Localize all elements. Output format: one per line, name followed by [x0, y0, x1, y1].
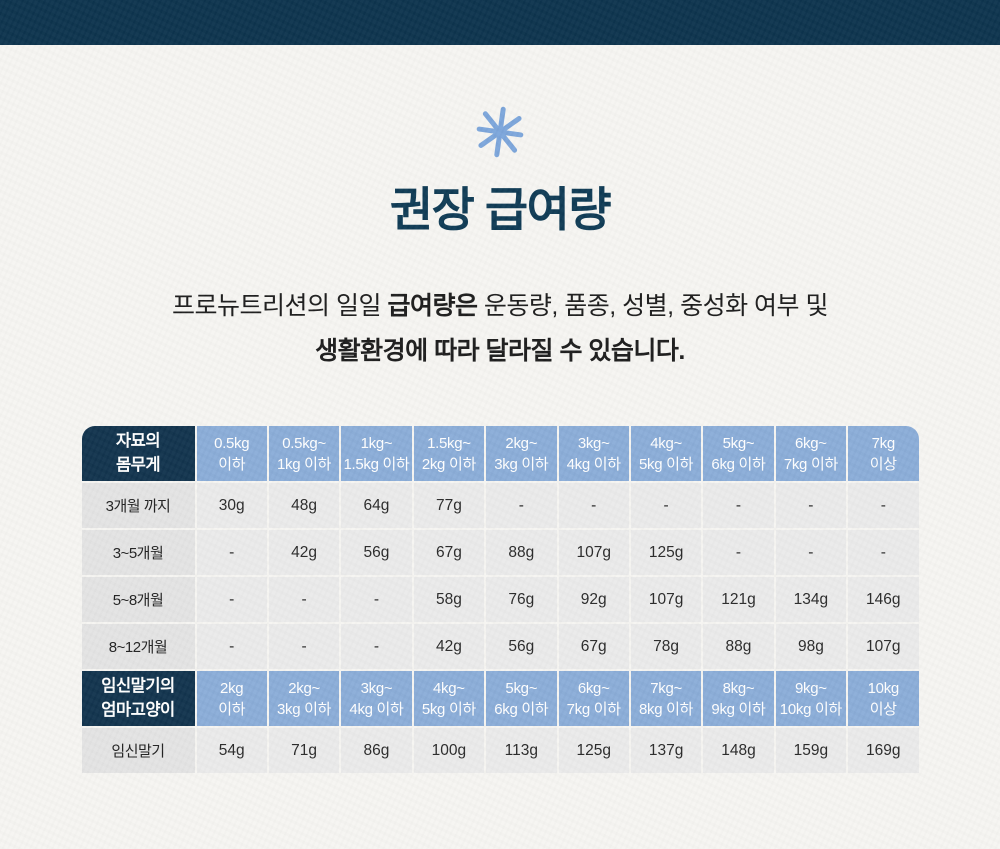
column-header-kitten: 1kg~ 1.5kg 이하	[341, 426, 412, 481]
feeding-amount-cell: 77g	[413, 483, 485, 528]
feeding-amount-cell: -	[268, 577, 340, 622]
feeding-amount-cell: 92g	[558, 577, 629, 622]
feeding-amount-cell: 58g	[413, 577, 485, 622]
table-corner-header-kitten: 자묘의 몸무게	[81, 426, 195, 481]
feeding-table: 자묘의 몸무게 0.5kg 이하 0.5kg~ 1kg 이하 1kg~ 1.5kg 이하 1.5…	[81, 426, 919, 773]
feeding-amount-cell: 67g	[558, 624, 629, 669]
feeding-amount-cell: 54g	[196, 728, 267, 773]
column-header-mother: 3kg~ 4kg 이하	[341, 671, 412, 726]
feeding-amount-cell: -	[703, 530, 774, 575]
column-header-kitten: 4kg~ 5kg 이하	[630, 426, 702, 481]
feeding-amount-cell: -	[341, 577, 412, 622]
feeding-amount-cell: -	[558, 483, 629, 528]
feeding-amount-cell: 107g	[848, 624, 919, 669]
feeding-amount-cell: 159g	[775, 728, 847, 773]
feeding-amount-cell: -	[848, 483, 919, 528]
column-header-kitten: 5kg~ 6kg 이하	[703, 426, 774, 481]
feeding-amount-cell: 169g	[848, 728, 919, 773]
column-header-kitten: 0.5kg~ 1kg 이하	[268, 426, 340, 481]
feeding-amount-cell: 134g	[775, 577, 847, 622]
row-label: 8~12개월	[81, 624, 195, 669]
subtitle-text: 운동량, 품종, 성별, 중성화 여부 및	[477, 292, 829, 320]
column-header-mother: 8kg~ 9kg 이하	[703, 671, 774, 726]
feeding-amount-cell: 56g	[341, 530, 412, 575]
title-decoration	[0, 105, 1000, 159]
column-header-kitten: 1.5kg~ 2kg 이하	[413, 426, 485, 481]
feeding-amount-cell: 98g	[775, 624, 847, 669]
column-header-mother: 2kg 이하	[196, 671, 267, 726]
feeding-amount-cell: 71g	[268, 728, 340, 773]
row-label: 3~5개월	[81, 530, 195, 575]
feeding-amount-cell: 67g	[413, 530, 485, 575]
feeding-amount-cell: 100g	[413, 728, 485, 773]
feeding-amount-cell: -	[196, 530, 267, 575]
feeding-amount-cell: 76g	[486, 577, 557, 622]
table-corner-header-mother: 임신말기의 엄마고양이	[81, 671, 195, 726]
feeding-amount-cell: 107g	[630, 577, 702, 622]
column-header-mother: 2kg~ 3kg 이하	[268, 671, 340, 726]
feeding-amount-cell: 121g	[703, 577, 774, 622]
feeding-amount-cell: 88g	[703, 624, 774, 669]
feeding-amount-cell: 137g	[630, 728, 702, 773]
feeding-amount-cell: -	[196, 624, 267, 669]
feeding-amount-cell: -	[630, 483, 702, 528]
subtitle-line-1: 프로뉴트리션의 일일 급여량은 운동량, 품종, 성별, 중성화 여부 및	[0, 284, 1000, 329]
feeding-amount-cell: -	[486, 483, 557, 528]
asterisk-icon	[476, 106, 524, 158]
subtitle-line-2: 생활환경에 따라 달라질 수 있습니다.	[315, 337, 685, 365]
feeding-amount-cell: -	[341, 624, 412, 669]
page-title: 권장 급여량	[389, 183, 612, 236]
column-header-kitten: 2kg~ 3kg 이하	[486, 426, 557, 481]
row-label: 임신말기	[81, 728, 195, 773]
feeding-amount-cell: 125g	[630, 530, 702, 575]
feeding-amount-cell: 78g	[630, 624, 702, 669]
subtitle: 프로뉴트리션의 일일 급여량은 운동량, 품종, 성별, 중성화 여부 및 생활…	[0, 284, 1000, 374]
feeding-amount-cell: 64g	[341, 483, 412, 528]
subtitle-bold-text: 급여량은	[387, 292, 478, 320]
feeding-amount-cell: 56g	[486, 624, 557, 669]
column-header-mother: 9kg~ 10kg 이하	[775, 671, 847, 726]
feeding-amount-cell: 86g	[341, 728, 412, 773]
row-label: 3개월 까지	[81, 483, 195, 528]
column-header-mother: 6kg~ 7kg 이하	[558, 671, 629, 726]
feeding-table-wrap: 자묘의 몸무게 0.5kg 이하 0.5kg~ 1kg 이하 1kg~ 1.5kg 이하 1.5…	[81, 426, 919, 773]
column-header-kitten: 0.5kg 이하	[196, 426, 267, 481]
feeding-amount-cell: -	[703, 483, 774, 528]
subtitle-text: 프로뉴트리션의 일일	[172, 292, 388, 320]
column-header-mother: 4kg~ 5kg 이하	[413, 671, 485, 726]
feeding-amount-cell: 146g	[848, 577, 919, 622]
column-header-mother: 7kg~ 8kg 이하	[630, 671, 702, 726]
feeding-amount-cell: -	[848, 530, 919, 575]
feeding-amount-cell: 125g	[558, 728, 629, 773]
feeding-amount-cell: -	[268, 624, 340, 669]
column-header-mother: 10kg 이상	[848, 671, 919, 726]
row-label: 5~8개월	[81, 577, 195, 622]
feeding-amount-cell: 148g	[703, 728, 774, 773]
column-header-mother: 5kg~ 6kg 이하	[486, 671, 557, 726]
feeding-amount-cell: 107g	[558, 530, 629, 575]
feeding-amount-cell: -	[775, 483, 847, 528]
feeding-amount-cell: 113g	[486, 728, 557, 773]
column-header-kitten: 6kg~ 7kg 이하	[775, 426, 847, 481]
feeding-amount-cell: 88g	[486, 530, 557, 575]
column-header-kitten: 7kg 이상	[848, 426, 919, 481]
column-header-kitten: 3kg~ 4kg 이하	[558, 426, 629, 481]
feeding-amount-cell: 42g	[413, 624, 485, 669]
top-navy-bar	[0, 0, 1000, 45]
feeding-amount-cell: 48g	[268, 483, 340, 528]
feeding-amount-cell: -	[775, 530, 847, 575]
feeding-amount-cell: 42g	[268, 530, 340, 575]
feeding-amount-cell: 30g	[196, 483, 267, 528]
feeding-amount-cell: -	[196, 577, 267, 622]
